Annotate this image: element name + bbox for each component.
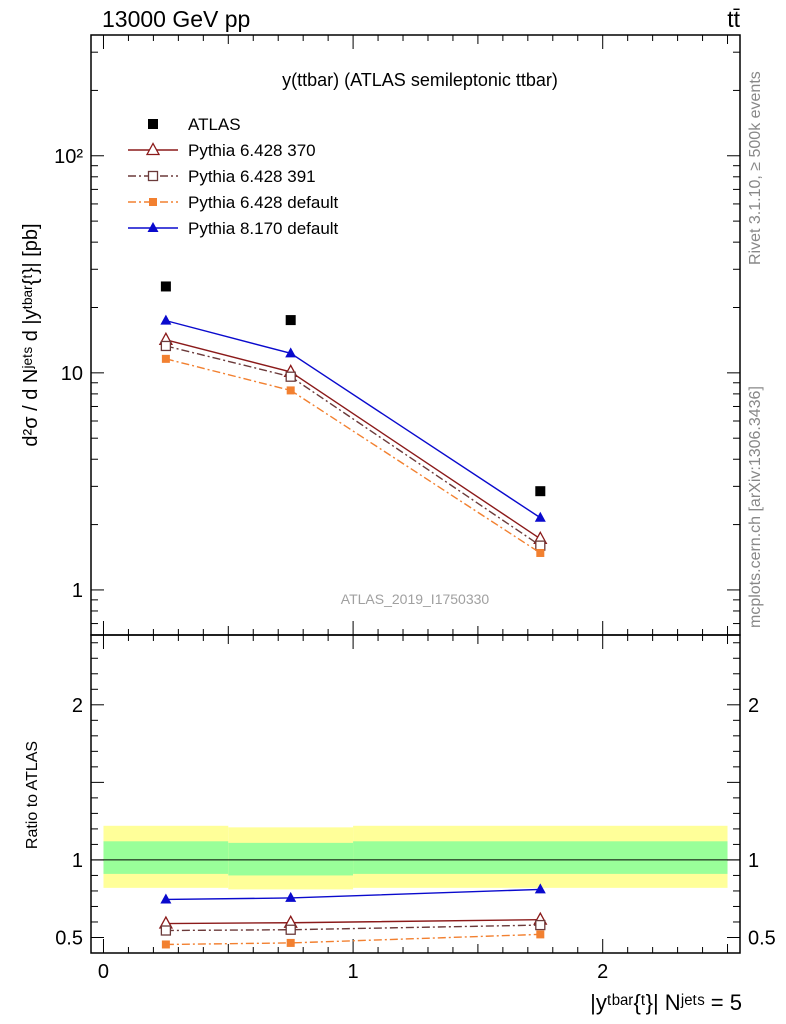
x-tick-label: 0 (98, 961, 109, 983)
ratio-point-p6_default (286, 938, 295, 947)
data-point-p6_default (286, 386, 295, 395)
ratio-y-tick-label: 0.5 (55, 927, 83, 949)
legend: ATLAS Pythia 6.428 370 Pythia 6.428 391 Pyt… (128, 115, 339, 238)
ratio-band-inner (353, 841, 728, 874)
legend-marker-p8_default (147, 222, 159, 232)
ratio-point-p6_391 (535, 919, 546, 931)
data-point-data (160, 281, 171, 292)
ratio-series-p8_default (160, 883, 546, 904)
ratio-point-p8_default (534, 883, 546, 894)
header-process-label: tt̄ (727, 6, 740, 32)
ratio-line-p8_default (165, 888, 541, 901)
data-point-p8_default (534, 511, 546, 522)
x-tick-label: 2 (597, 961, 608, 983)
data-point-data (285, 315, 296, 326)
legend-label-p8_default: Pythia 8.170 default (188, 219, 339, 238)
legend-marker-p6_391 (147, 170, 159, 182)
ratio-point-p8_default (160, 893, 172, 904)
data-point-p6_391 (535, 540, 546, 551)
legend-marker-p6_370 (145, 142, 161, 156)
ratio-point-p6_default (536, 930, 545, 939)
y-tick-label: 10² (54, 146, 83, 168)
ratio-y-axis-label: Ratio to ATLAS (24, 741, 41, 849)
ratio-plot-frame (90, 634, 741, 954)
legend-label-p6_default: Pythia 6.428 default (188, 193, 339, 212)
y-tick-label: 1 (72, 580, 83, 602)
series-p8_default (160, 314, 546, 522)
ratio-y-tick-label-right: 2 (748, 695, 759, 717)
series-p6_default (161, 354, 545, 557)
data-point-p8_default (160, 314, 172, 325)
main-plot-panel: 1 10 10² y(ttbar) (ATLAS semileptonic ttba… (20, 34, 741, 636)
ratio-plot-panel: 0.5 0.5 1 1 2 2 0 1 2 Ratio to ATLAS |yᵗᵇᵃʳ{ᵗ}| … (24, 634, 776, 1015)
main-chart-title: y(ttbar) (ATLAS semileptonic ttbar) (282, 70, 558, 90)
ratio-band-inner (228, 842, 354, 876)
legend-item-p6_391: Pythia 6.428 391 (128, 167, 316, 186)
ratio-series-p6_default (161, 930, 545, 949)
series-p6_391 (160, 340, 546, 551)
legend-item-p6_default: Pythia 6.428 default (128, 193, 339, 212)
ratio-y-tick-label-right: 1 (748, 850, 759, 872)
ratio-y-tick-label: 1 (72, 850, 83, 872)
data-point-data (535, 486, 546, 497)
legend-label-data: ATLAS (188, 115, 241, 134)
series-line-p6_370 (165, 339, 541, 540)
data-point-p8_default (285, 347, 297, 358)
legend-marker-p6_default (149, 198, 157, 206)
ratio-uncertainty-bands (103, 825, 728, 890)
ratio-band-inner (103, 841, 229, 874)
series-p6_370 (158, 331, 548, 544)
ratio-series-p6_391 (160, 919, 546, 936)
legend-marker-data (148, 119, 158, 129)
data-point-p6_391 (160, 340, 172, 352)
series-line-p6_default (165, 358, 541, 554)
ratio-series-group (158, 883, 548, 949)
ratio-point-p6_391 (160, 925, 172, 936)
legend-label-p6_370: Pythia 6.428 370 (188, 141, 316, 160)
header-energy-label: 13000 GeV pp (102, 6, 250, 32)
main-y-axis-label: d²σ / d Nʲᵉᵗˢ d |yᵗᵇᵃʳ{ᵗ}| [pb] (20, 223, 42, 446)
ratio-axis-ticks: 0.5 0.5 1 1 2 2 0 1 2 (55, 635, 776, 983)
ratio-point-p8_default (285, 891, 297, 902)
ratio-y-tick-label-right: 0.5 (748, 927, 776, 949)
y-tick-label: 10 (61, 363, 83, 385)
ratio-line-p6_370 (165, 918, 541, 925)
legend-item-p8_default: Pythia 8.170 default (128, 219, 339, 238)
data-point-p6_default (536, 548, 545, 557)
data-point-p6_default (161, 354, 170, 363)
series-data (160, 281, 546, 497)
ratio-line-p6_391 (165, 924, 541, 932)
rivet-version-label: Rivet 3.1.10, ≥ 500k events (747, 71, 764, 265)
legend-item-data: ATLAS (148, 115, 241, 134)
main-axis-ticks: 1 10 10² (54, 35, 740, 635)
legend-label-p6_391: Pythia 6.428 391 (188, 167, 316, 186)
data-point-p6_391 (285, 371, 296, 382)
ratio-point-p6_default (161, 940, 170, 949)
ratio-y-tick-label: 2 (72, 695, 83, 717)
legend-item-p6_370: Pythia 6.428 370 (128, 141, 316, 160)
ratio-point-p6_391 (285, 924, 296, 935)
x-tick-label: 1 (348, 961, 359, 983)
x-axis-label: |yᵗᵇᵃʳ{ᵗ}| Nʲᵉᵗˢ = 5 (590, 990, 742, 1015)
mcplots-label: mcplots.cern.ch [arXiv:1306.3436] (747, 386, 764, 628)
analysis-id-label: ATLAS_2019_I1750330 (341, 591, 490, 607)
main-series-group (158, 281, 548, 557)
